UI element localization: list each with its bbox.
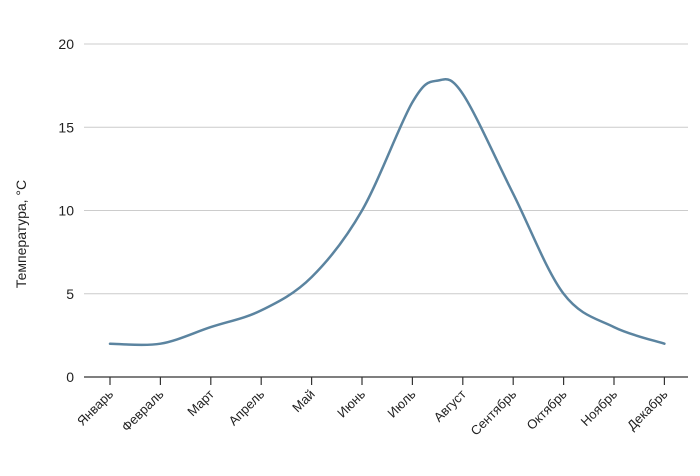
- x-tick-label-5: Май: [289, 387, 318, 416]
- x-tick-label-12: Декабрь: [624, 386, 671, 433]
- x-tick-label-6: Июнь: [334, 386, 368, 420]
- x-tick-label-2: Февраль: [119, 386, 167, 434]
- y-axis-ticks: 0 5 10 15 20: [58, 36, 74, 385]
- y-tick-label-20: 20: [58, 36, 74, 52]
- x-tick-label-1: Январь: [74, 386, 116, 428]
- x-axis-ticks: Январь Февраль Март Апрель Май Июнь Июль Август…: [74, 377, 671, 438]
- y-tick-label-0: 0: [66, 369, 74, 385]
- y-tick-label-15: 15: [58, 119, 74, 135]
- x-tick-label-7: Июль: [384, 386, 418, 420]
- grid-lines: [84, 43, 688, 295]
- x-tick-label-8: Август: [431, 386, 469, 424]
- x-tick-label-9: Сентябрь: [468, 386, 520, 438]
- y-axis-title: Температура, °C: [13, 180, 29, 288]
- x-tick-label-3: Март: [184, 386, 217, 419]
- x-tick-label-10: Октябрь: [523, 386, 569, 432]
- series-layer: [108, 77, 666, 347]
- y-tick-label-10: 10: [58, 203, 74, 219]
- y-tick-label-5: 5: [66, 286, 74, 302]
- x-tick-label-11: Ноябрь: [578, 386, 621, 429]
- x-tick-label-4: Апрель: [226, 386, 268, 428]
- series-line-1: [108, 77, 666, 347]
